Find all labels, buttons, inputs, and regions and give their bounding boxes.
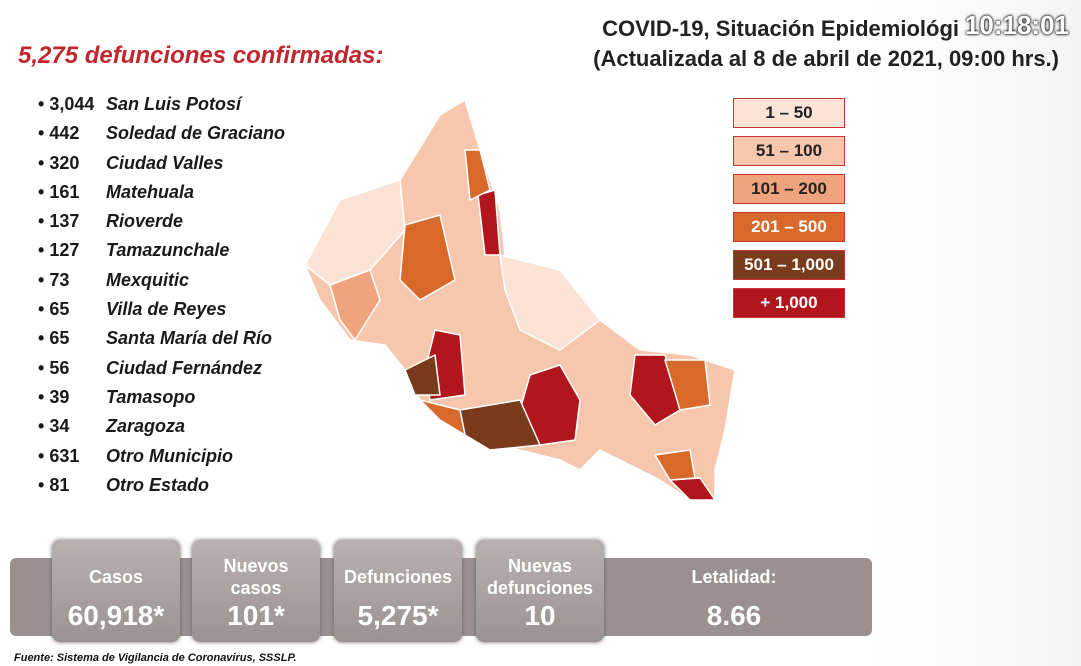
death-count: 631 bbox=[38, 446, 106, 475]
stat-label: Casos bbox=[88, 567, 144, 587]
municipality-name: Matehuala bbox=[106, 181, 195, 202]
source: Fuente: Sistema de Vigilancia de Coronav… bbox=[14, 652, 297, 664]
death-count: 320 bbox=[38, 153, 106, 182]
municipality-name: Otro Estado bbox=[106, 474, 210, 495]
legend-range: 501 – 1,000 bbox=[733, 250, 845, 280]
municipality-name: Santa María del Río bbox=[106, 328, 273, 349]
legend-range: 201 – 500 bbox=[733, 212, 845, 242]
region bbox=[329, 269, 381, 341]
death-count: 73 bbox=[38, 270, 106, 299]
region bbox=[399, 214, 456, 301]
municipality-name: Zaragoza bbox=[106, 416, 186, 437]
stat-label: Letalidad: bbox=[691, 567, 777, 587]
death-count: 65 bbox=[38, 328, 106, 357]
stat-box: Nuevas defunciones 10 bbox=[476, 540, 604, 642]
death-count: 81 bbox=[38, 475, 106, 504]
municipality-name: Soledad de Graciano bbox=[106, 123, 286, 144]
death-count: 161 bbox=[38, 182, 106, 211]
region bbox=[419, 399, 466, 436]
legend-range: 101 – 200 bbox=[733, 174, 845, 204]
map bbox=[304, 99, 736, 501]
stat-label: Defunciones bbox=[343, 567, 453, 587]
title: COVID-19, Situación Epidemiológi (Actuali… bbox=[593, 14, 1059, 74]
legend: 1 – 50 51 – 100 101 – 200 201 – 500 501 – 1,… bbox=[733, 98, 845, 326]
legend-range: + 1,000 bbox=[733, 288, 845, 318]
death-count: 127 bbox=[38, 240, 106, 269]
municipality-name: Villa de Reyes bbox=[106, 299, 227, 320]
death-count: 34 bbox=[38, 416, 106, 445]
municipality-name: Mexquitic bbox=[106, 269, 190, 290]
legend-range: 51 – 100 bbox=[733, 136, 845, 166]
title-line: COVID-19, Situación Epidemiológi bbox=[602, 16, 959, 41]
region bbox=[664, 359, 711, 411]
death-count: 56 bbox=[38, 358, 106, 387]
municipality-name: San Luis Potosí bbox=[106, 94, 242, 114]
municipality-name: Ciudad Valles bbox=[106, 152, 224, 173]
stat-label: Nuevos casos bbox=[223, 556, 289, 598]
stat-box: Defunciones 5,275* bbox=[334, 540, 462, 642]
death-count: 39 bbox=[38, 387, 106, 416]
death-count: 65 bbox=[38, 299, 106, 328]
stat-value: 60,918* bbox=[67, 600, 165, 631]
deaths-heading: 5,275 defunciones confirmadas: bbox=[18, 42, 384, 69]
stat-value: 101* bbox=[227, 600, 285, 631]
legend-range: 1 – 50 bbox=[733, 98, 845, 128]
municipality-name: Ciudad Fernández bbox=[106, 357, 263, 378]
municipality-name: Tamasopo bbox=[106, 386, 196, 407]
municipality-name: Rioverde bbox=[106, 211, 184, 232]
stat-box: Letalidad: 8.66 bbox=[604, 540, 864, 642]
stat-value: 10 bbox=[524, 600, 556, 631]
region bbox=[404, 354, 441, 396]
subtitle: (Actualizada al 8 de abril de 2021, 09:0… bbox=[593, 46, 1059, 71]
death-count: 137 bbox=[38, 211, 106, 240]
region bbox=[499, 254, 601, 351]
stat-label: Nuevas defunciones bbox=[486, 556, 593, 598]
stat-value: 5,275* bbox=[357, 600, 439, 631]
stat-value: 8.66 bbox=[706, 600, 762, 631]
death-count: 3,044 bbox=[38, 94, 106, 123]
stat-box: Nuevos casos 101* bbox=[192, 540, 320, 642]
region bbox=[464, 149, 491, 201]
clock: 10:18:01 bbox=[964, 10, 1069, 40]
municipality-name: Tamazunchale bbox=[106, 240, 230, 261]
stat-box: Casos 60,918* bbox=[52, 540, 180, 642]
region bbox=[629, 354, 681, 426]
region bbox=[654, 449, 696, 481]
death-count: 442 bbox=[38, 123, 106, 152]
municipality-name: Otro Municipio bbox=[106, 445, 233, 466]
